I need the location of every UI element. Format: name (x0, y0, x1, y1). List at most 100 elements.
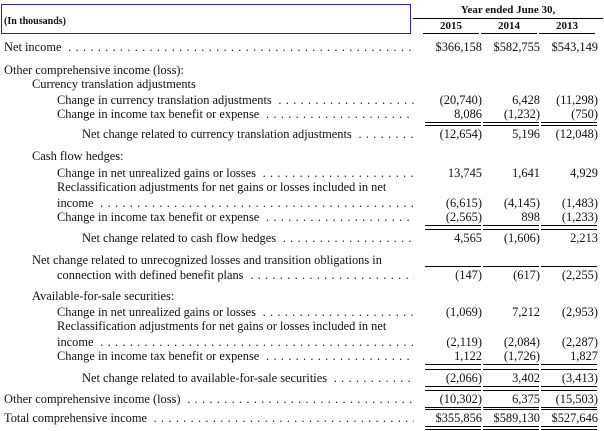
period-title-rule (413, 18, 603, 19)
row-value-2015: (147) (455, 268, 482, 282)
row-label: Net change related to unrecognized losse… (32, 253, 420, 267)
row-label: Change in income tax benefit or expense (57, 210, 414, 224)
total-double-rule (483, 426, 539, 430)
table-row: Net change related to available-for-sale… (0, 371, 604, 385)
table-row: Currency translation adjustments (0, 77, 604, 91)
row-value-2014: 898 (521, 210, 540, 224)
table-row: Change in currency translation adjustmen… (0, 93, 604, 107)
row-value-2013: 2,213 (570, 231, 598, 245)
row-value-2013: (750) (571, 107, 598, 121)
subtotal-rule (425, 369, 481, 370)
row-value-2014: (1,726) (503, 349, 540, 363)
row-value-2014: (1,232) (503, 107, 540, 121)
row-label-text: Reclassification adjustments for net gai… (57, 319, 390, 333)
table-row: Reclassification adjustments for net gai… (0, 180, 604, 194)
row-value-2014: (617) (513, 268, 540, 282)
row-label: Reclassification adjustments for net gai… (57, 319, 420, 333)
row-label-text: Net income (4, 40, 65, 54)
row-label: Available-for-sale securities: (32, 289, 420, 303)
row-label: Currency translation adjustments (32, 77, 420, 91)
table-row: income (2,119) (2,084) (2,287) (0, 335, 604, 349)
table-row: Change in net unrealized gains or losses… (0, 166, 604, 180)
subtotal-rule (425, 409, 481, 410)
subtotal-rule (425, 229, 481, 230)
table-row: Net change related to currency translati… (0, 127, 604, 141)
row-label-text: Change in income tax benefit or expense (57, 107, 263, 121)
table-row: Change in income tax benefit or expense 8… (0, 107, 604, 121)
row-value-2015: (2,119) (446, 335, 482, 349)
row-value-2013: (12,048) (555, 127, 598, 141)
subtotal-rule (541, 390, 597, 391)
row-value-2013: 1,827 (570, 349, 598, 363)
row-value-2015: (20,740) (439, 93, 482, 107)
row-label-text: Net change related to available-for-sale… (82, 371, 331, 385)
table-row: Other comprehensive income (loss) (10,302… (0, 392, 604, 406)
row-label: Net income (4, 40, 414, 54)
table-row: Change in net unrealized gains or losses… (0, 305, 604, 319)
year-header-2013: 2013 (556, 20, 578, 32)
row-value-2014: 1,641 (512, 166, 540, 180)
total-rule (483, 407, 539, 408)
row-label: Total comprehensive income (4, 411, 414, 425)
row-label: Other comprehensive income (loss): (4, 63, 420, 77)
row-value-2015: $355,856 (435, 411, 482, 425)
subtotal-rule (541, 266, 597, 267)
row-value-2015: 4,565 (454, 231, 482, 245)
row-value-2013: (1,233) (561, 210, 598, 224)
row-value-2014: (2,084) (503, 335, 540, 349)
subtotal-rule (483, 369, 539, 370)
total-rule (541, 407, 597, 408)
year-header-2015: 2015 (440, 20, 462, 32)
row-label-text: Change in income tax benefit or expense (57, 349, 263, 363)
total-rule (483, 122, 539, 123)
total-rule (541, 386, 597, 387)
row-label-text: Cash flow hedges: (32, 149, 127, 163)
row-label: Net change related to cash flow hedges (82, 231, 414, 245)
row-label-text: connection with defined benefit plans (57, 268, 247, 282)
table-row: Other comprehensive income (loss): (0, 63, 604, 77)
row-value-2013: (2,287) (561, 335, 598, 349)
row-value-2013: (15,503) (555, 392, 598, 406)
row-value-2015: 8,086 (454, 107, 482, 121)
table-row: income (6,615) (4,145) (1,483) (0, 196, 604, 210)
row-label: income (57, 196, 414, 210)
total-rule (483, 364, 539, 365)
units-label: (In thousands) (4, 16, 66, 27)
row-value-2015: (2,565) (445, 210, 482, 224)
row-value-2014: $582,755 (493, 40, 540, 54)
row-value-2015: (1,069) (445, 305, 482, 319)
subtotal-rule (541, 369, 597, 370)
row-label-text: Available-for-sale securities: (32, 289, 178, 303)
subtotal-rule (483, 229, 539, 230)
total-rule (483, 225, 539, 226)
row-label-text: Change in currency translation adjustmen… (57, 93, 275, 107)
subtotal-rule (541, 229, 597, 230)
row-value-2014: 7,212 (512, 305, 540, 319)
total-rule (425, 407, 481, 408)
row-label-text: Net change related to unrecognized losse… (32, 253, 385, 267)
row-value-2013: $543,149 (551, 40, 598, 54)
row-label: Change in income tax benefit or expense (57, 349, 414, 363)
table-row: Change in income tax benefit or expense 1… (0, 349, 604, 363)
subtotal-rule (541, 409, 597, 410)
row-label-text: Change in net unrealized gains or losses (57, 166, 259, 180)
row-value-2014: 5,196 (512, 127, 540, 141)
row-label-text: Change in income tax benefit or expense (57, 210, 263, 224)
row-value-2014: $589,130 (493, 411, 540, 425)
total-double-rule (541, 426, 597, 430)
row-value-2015: (2,066) (445, 371, 482, 385)
row-label-text: income (57, 335, 97, 349)
subtotal-rule (483, 266, 539, 267)
row-value-2013: (1,483) (561, 196, 598, 210)
row-label-text: Other comprehensive income (loss): (4, 63, 187, 77)
row-label-text: Net change related to currency translati… (82, 127, 355, 141)
subtotal-rule (483, 125, 539, 126)
subtotal-rule (425, 266, 481, 267)
row-value-2014: 6,375 (512, 392, 540, 406)
year-rule-2015 (423, 33, 479, 34)
total-rule (541, 225, 597, 226)
row-value-2014: (4,145) (503, 196, 540, 210)
subtotal-rule (425, 125, 481, 126)
table-row: Total comprehensive income $355,856 $589,1… (0, 411, 604, 425)
year-rule-2013 (539, 33, 595, 34)
